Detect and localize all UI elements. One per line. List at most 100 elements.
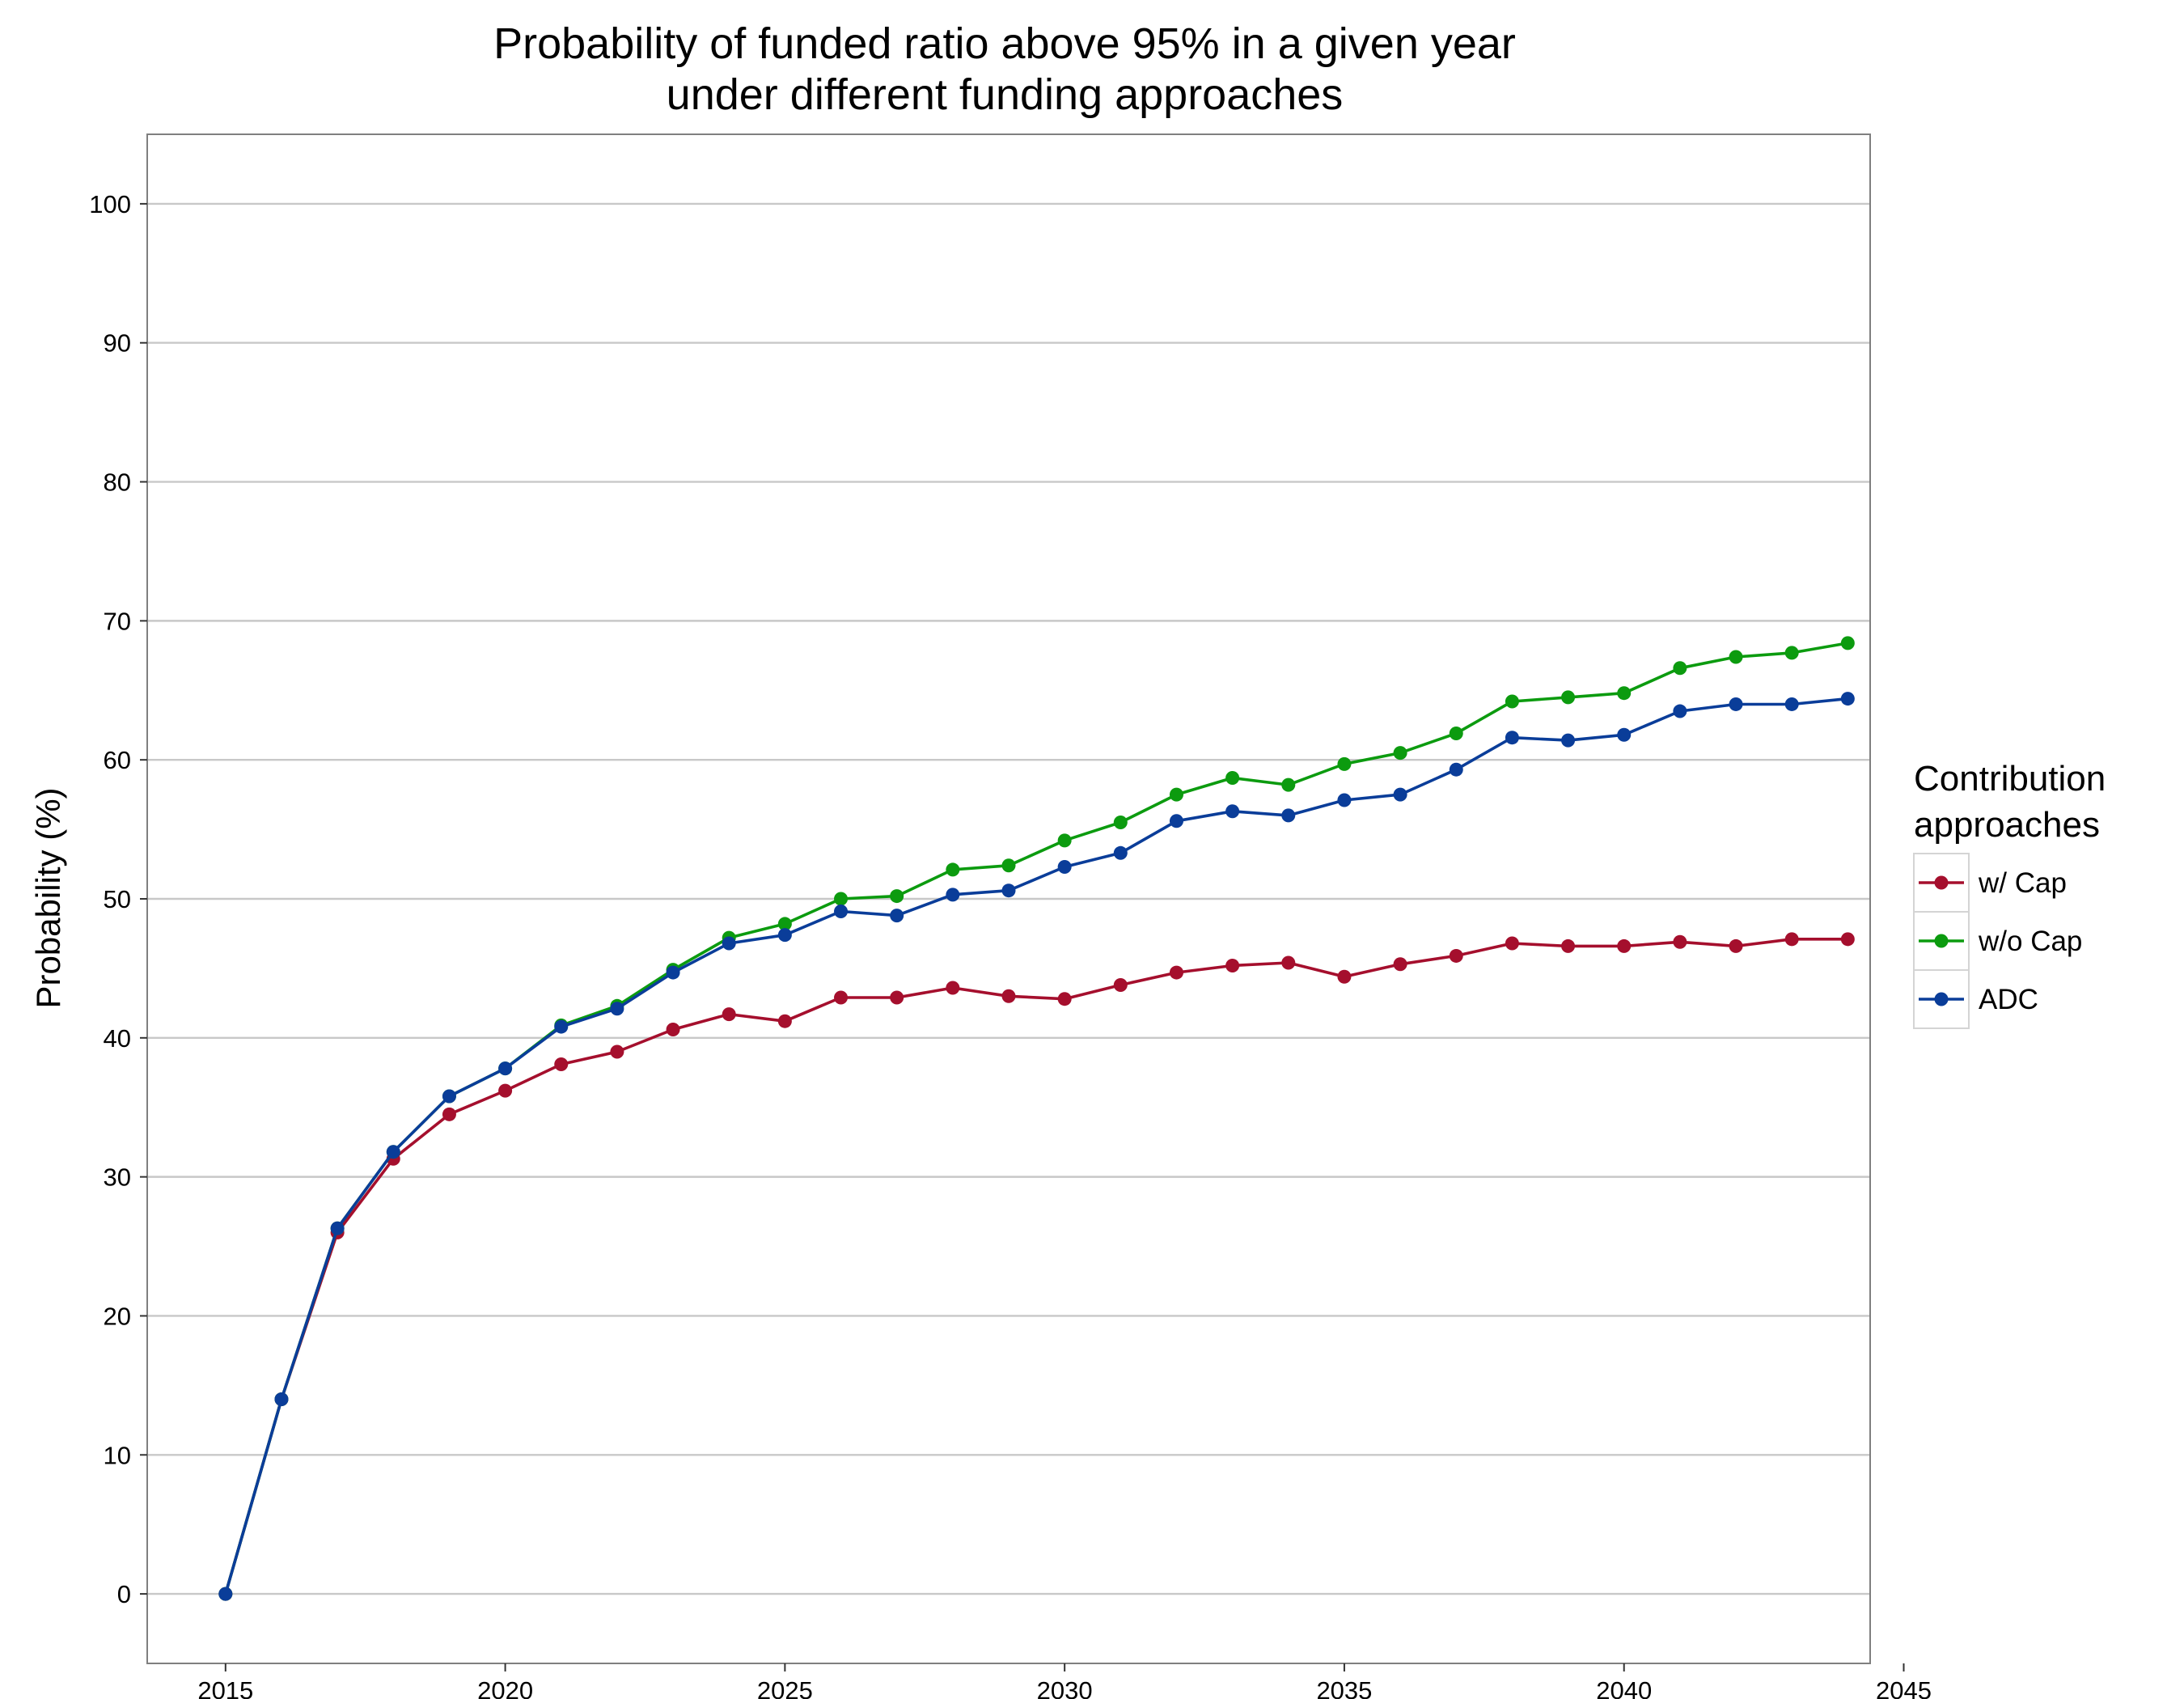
legend-key-point: [1934, 992, 1949, 1006]
data-point: [1784, 932, 1799, 947]
data-point: [1784, 697, 1799, 711]
y-tick-label: 80: [104, 468, 131, 497]
series-line: [224, 938, 1848, 1595]
x-tick-label: 2020: [477, 1676, 533, 1699]
data-point: [946, 981, 960, 995]
data-point: [1337, 969, 1352, 984]
data-point: [1729, 697, 1743, 711]
data-point: [1281, 955, 1296, 970]
legend-label: w/o Cap: [1978, 926, 2082, 957]
data-point: [1057, 992, 1072, 1006]
x-tick-label: 2025: [757, 1676, 813, 1699]
data-point: [1840, 692, 1855, 706]
legend-item-w-cap: w/ Cap: [1913, 853, 2067, 913]
data-point: [722, 1007, 736, 1022]
data-point: [777, 1014, 792, 1028]
data-point: [1225, 804, 1240, 819]
data-point: [1393, 957, 1407, 972]
legend: Contribution approaches w/ Cap w/o Cap ADC: [1913, 759, 2106, 1029]
y-tick-label: 40: [104, 1024, 131, 1053]
data-point: [1561, 938, 1576, 953]
data-point: [1225, 771, 1240, 786]
data-point: [1113, 845, 1128, 860]
data-point: [330, 1221, 345, 1235]
chart-title: Probability of funded ratio above 95% in…: [493, 19, 1516, 119]
data-point: [1113, 816, 1128, 829]
y-axis: 0 10 20 30 40 50 60 70 80 90 100: [89, 190, 147, 1608]
data-point: [1673, 661, 1687, 676]
y-tick-label: 50: [104, 885, 131, 913]
data-point: [1001, 883, 1016, 898]
data-point: [554, 1057, 569, 1071]
data-point: [1001, 858, 1016, 873]
data-point: [1337, 756, 1352, 771]
data-point: [1673, 704, 1687, 718]
data-point: [1169, 965, 1183, 980]
series-line: [224, 697, 1848, 1595]
data-point: [610, 1044, 624, 1059]
y-tick-label: 70: [104, 607, 131, 635]
data-point: [610, 1002, 624, 1016]
data-point: [498, 1061, 513, 1076]
data-point: [946, 862, 960, 877]
x-tick-label: 2045: [1876, 1676, 1932, 1699]
data-point: [890, 909, 904, 923]
data-point: [1001, 989, 1016, 1003]
data-point: [1840, 932, 1855, 947]
chart-title-line-1: Probability of funded ratio above 95% in…: [493, 19, 1516, 68]
data-point: [1561, 690, 1576, 705]
data-point: [498, 1083, 513, 1098]
data-point: [1505, 731, 1519, 745]
data-point: [1784, 646, 1799, 660]
data-point: [834, 904, 849, 918]
y-tick-label: 30: [104, 1163, 131, 1192]
data-point: [1505, 694, 1519, 709]
y-axis-title: Probability (%): [29, 787, 67, 1008]
data-point: [1449, 762, 1463, 777]
x-tick-label: 2040: [1596, 1676, 1652, 1699]
legend-label: ADC: [1979, 984, 2038, 1015]
data-point: [890, 990, 904, 1005]
data-point: [218, 1587, 233, 1601]
data-point: [1169, 814, 1183, 828]
data-point: [666, 1023, 680, 1037]
data-point: [442, 1107, 456, 1121]
data-point: [554, 1019, 569, 1034]
data-point: [1225, 958, 1240, 972]
legend-title-line-2: approaches: [1914, 805, 2100, 845]
data-point: [1449, 727, 1463, 741]
data-point: [777, 917, 792, 931]
x-axis: 2015 2020 2025 2030 2035 2040 2045: [197, 1663, 1932, 1699]
chart-title-line-2: under different funding approaches: [667, 70, 1344, 119]
y-tick-label: 100: [89, 190, 131, 218]
data-point: [1449, 948, 1463, 963]
data-point: [1281, 808, 1296, 823]
data-point: [1561, 733, 1576, 748]
data-point: [1113, 978, 1128, 993]
series-layer: [218, 636, 1855, 1601]
data-point: [1505, 936, 1519, 951]
data-point: [1617, 727, 1632, 742]
data-point: [1617, 686, 1632, 701]
data-point: [722, 936, 736, 951]
data-point: [1057, 833, 1072, 848]
legend-item-w-o-cap: w/o Cap: [1913, 911, 2082, 971]
legend-key-point: [1934, 875, 1949, 890]
data-point: [1337, 793, 1352, 807]
data-point: [442, 1089, 456, 1104]
legend-item-adc: ADC: [1913, 969, 2038, 1029]
legend-key-point: [1934, 934, 1949, 948]
data-point: [834, 892, 849, 906]
data-point: [666, 965, 680, 980]
data-point: [1840, 636, 1855, 650]
legend-label: w/ Cap: [1978, 867, 2067, 899]
data-point: [1393, 787, 1407, 802]
data-point: [946, 888, 960, 902]
y-tick-label: 90: [104, 329, 131, 358]
data-point: [1617, 938, 1632, 953]
y-tick-label: 10: [104, 1441, 131, 1469]
data-point: [834, 990, 849, 1005]
data-point: [1281, 777, 1296, 792]
series-adc: [218, 692, 1855, 1601]
